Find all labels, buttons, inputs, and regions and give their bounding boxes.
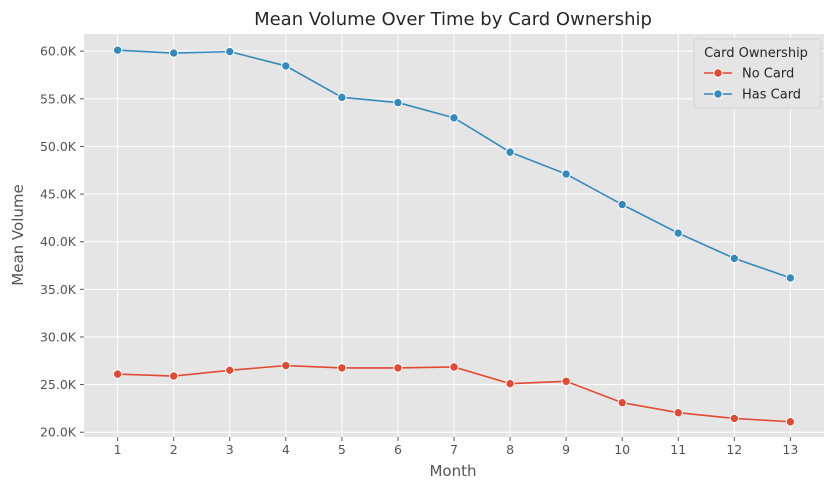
y-tick-label: 20.0K (40, 425, 77, 440)
y-axis-ticks: 20.0K 25.0K 30.0K 35.0K 40.0K 45.0K 50.0K 55.0K… (40, 44, 84, 440)
legend: Card Ownership No Card Has Card (693, 38, 822, 109)
data-point-has-card (337, 92, 347, 103)
series-group (112, 45, 796, 427)
x-tick-label: 9 (562, 442, 570, 457)
y-axis-label: Mean Volume (9, 184, 27, 285)
data-point-has-card (505, 147, 515, 157)
y-tick-label: 25.0K (40, 377, 77, 392)
data-point-has-card (673, 228, 683, 238)
data-point-has-card (449, 113, 459, 123)
x-tick-label: 13 (782, 442, 798, 457)
y-tick-label: 60.0K (40, 44, 77, 59)
data-point-has-card (729, 253, 740, 264)
data-point-has-card (168, 48, 179, 58)
x-tick-label: 2 (170, 442, 178, 457)
legend-marker-has-card (713, 89, 723, 99)
legend-marker-no-card (713, 68, 723, 78)
x-tick-label: 7 (450, 442, 458, 457)
chart-title: Mean Volume Over Time by Card Ownership (254, 9, 652, 30)
data-point-no-card (729, 413, 740, 424)
data-point-has-card (112, 45, 123, 55)
data-point-no-card (168, 371, 179, 381)
y-tick-label: 40.0K (40, 234, 77, 249)
data-point-has-card (561, 169, 571, 179)
data-point-no-card (505, 378, 515, 389)
data-point-no-card (393, 363, 403, 373)
legend-label-no-card: No Card (742, 67, 794, 82)
legend-box (693, 38, 822, 109)
x-tick-label: 3 (226, 442, 234, 457)
y-tick-label: 35.0K (40, 282, 77, 297)
data-point-no-card (673, 408, 683, 418)
data-point-no-card (449, 362, 459, 372)
x-axis-ticks: 1 2 3 4 5 6 7 8 9 10 11 12 13 (114, 437, 798, 457)
data-point-has-card (785, 273, 796, 283)
data-point-has-card (393, 97, 403, 108)
data-point-no-card (617, 398, 627, 408)
y-tick-label: 50.0K (40, 139, 77, 154)
data-point-no-card (561, 376, 571, 386)
data-point-has-card (225, 46, 235, 57)
x-tick-label: 10 (614, 442, 630, 457)
legend-title: Card Ownership (704, 46, 808, 61)
legend-label-has-card: Has Card (742, 88, 801, 103)
data-point-has-card (617, 199, 627, 210)
x-tick-label: 4 (282, 442, 290, 457)
data-point-has-card (281, 61, 291, 71)
y-tick-label: 45.0K (40, 187, 77, 202)
data-point-no-card (225, 365, 235, 376)
x-tick-label: 12 (726, 442, 742, 457)
x-tick-label: 6 (394, 442, 402, 457)
x-tick-label: 11 (670, 442, 686, 457)
y-tick-label: 55.0K (40, 91, 77, 106)
data-point-no-card (281, 360, 291, 371)
data-point-no-card (785, 417, 796, 427)
data-point-no-card (112, 369, 123, 379)
x-axis-label: Month (429, 462, 476, 480)
data-point-no-card (337, 363, 347, 373)
x-tick-label: 1 (114, 442, 122, 457)
x-tick-label: 8 (506, 442, 514, 457)
x-tick-label: 5 (338, 442, 346, 457)
y-tick-label: 30.0K (40, 329, 77, 344)
